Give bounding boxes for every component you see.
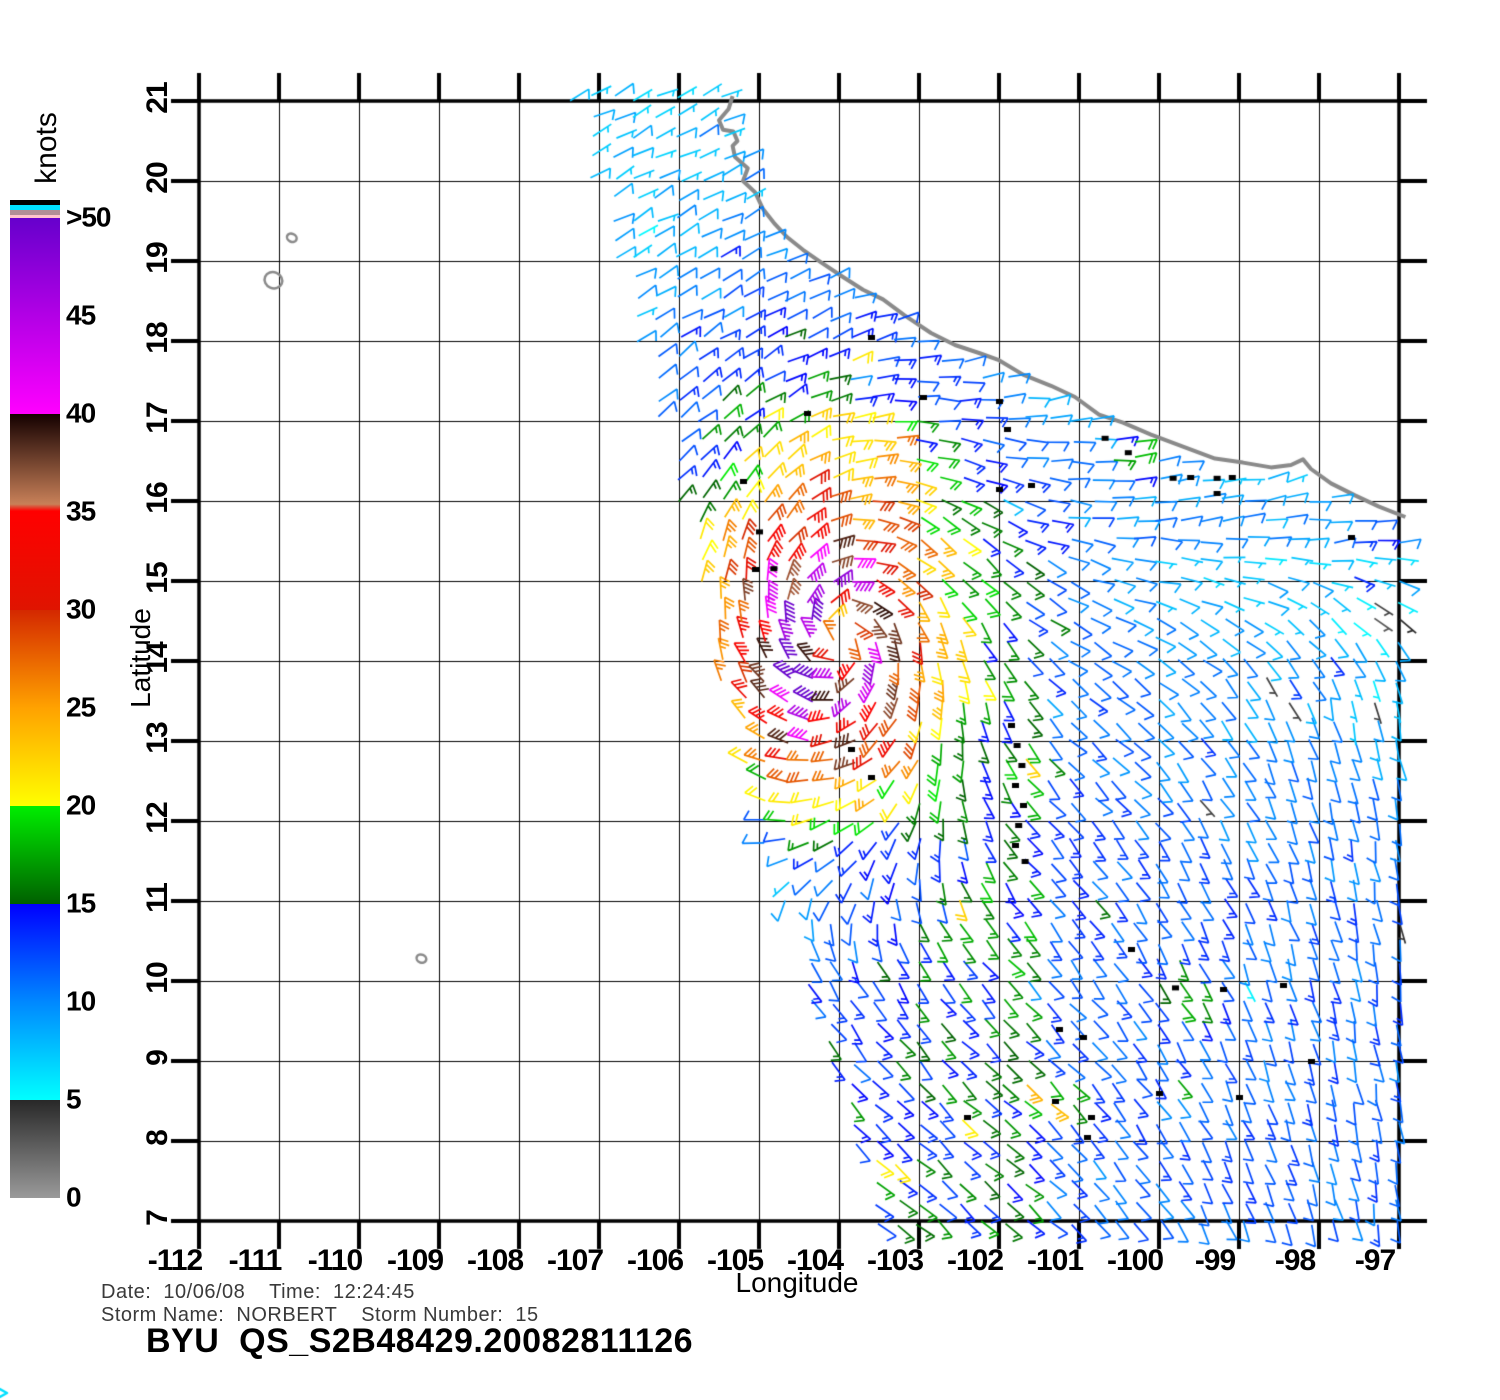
- date-time-line: Date: 10/06/08 Time: 12:24:45: [101, 1281, 415, 1303]
- x-axis-title: Longitude: [735, 1267, 859, 1298]
- x-tick-label: -100: [1106, 1244, 1164, 1277]
- y-tick-label: 9: [141, 1050, 174, 1066]
- storm-info-line: Storm Name: NORBERT Storm Number: 15: [101, 1304, 539, 1326]
- flag-cyan-strip: [10, 205, 60, 210]
- colorbar-tick-label: 25: [66, 691, 96, 723]
- colorbar-tick-label: 5: [66, 1083, 82, 1115]
- x-tick-label: -112: [147, 1244, 203, 1277]
- flag-pink-strip: [10, 215, 60, 219]
- colorbar-flag-strips: [10, 200, 60, 219]
- y-tick-label: 19: [141, 242, 174, 274]
- colorbar-tick-label: 10: [66, 985, 96, 1017]
- y-tick-label: 13: [141, 722, 174, 754]
- colorbar-tick-label: >50: [66, 201, 111, 233]
- y-axis-title: Latitude: [125, 608, 156, 708]
- flag-mauve-strip: [10, 210, 60, 215]
- x-tick-label: -101: [1026, 1244, 1084, 1277]
- y-tick-label: 15: [141, 562, 174, 594]
- x-tick-label: -107: [546, 1244, 604, 1277]
- y-tick-label: 12: [141, 802, 174, 834]
- x-tick-label: -111: [228, 1244, 283, 1277]
- y-tick-label: 11: [141, 883, 174, 913]
- colorbar-tick-label: 35: [66, 495, 96, 527]
- x-tick-label: -99: [1194, 1244, 1236, 1277]
- colorbar-tick-label: 40: [66, 397, 96, 429]
- colorbar-tick-label: 30: [66, 593, 96, 625]
- colorbar-tick-label: 0: [66, 1181, 82, 1213]
- y-tick-label: 17: [141, 402, 174, 434]
- colorbar-units-label: knots: [30, 112, 63, 184]
- y-tick-label: 18: [141, 322, 174, 354]
- y-tick-label: 21: [141, 82, 174, 114]
- x-tick-label: -110: [307, 1244, 363, 1277]
- x-tick-label: -108: [466, 1244, 524, 1277]
- colorbar-gradient: [10, 218, 60, 1198]
- x-tick-label: -109: [386, 1244, 444, 1277]
- colorbar-tick-label: 45: [66, 299, 96, 331]
- flag-black-strip: [10, 200, 60, 205]
- product-id-line: BYU QS_S2B48429.20082811126: [146, 1322, 694, 1360]
- colorbar-tick-label: 15: [66, 887, 96, 919]
- x-tick-label: -102: [946, 1244, 1004, 1277]
- x-tick-label: -105: [706, 1244, 764, 1277]
- y-tick-label: 20: [141, 162, 174, 194]
- y-tick-label: 16: [141, 482, 174, 514]
- y-tick-label: 7: [141, 1210, 174, 1226]
- x-tick-label: -98: [1274, 1244, 1316, 1277]
- x-tick-label: -106: [626, 1244, 684, 1277]
- colorbar-tick-label: 20: [66, 789, 96, 821]
- y-tick-label: 8: [141, 1130, 174, 1146]
- x-tick-label: -97: [1354, 1244, 1396, 1277]
- y-tick-label: 10: [141, 962, 174, 994]
- x-tick-label: -103: [866, 1244, 924, 1277]
- x-tick-label: -104: [786, 1244, 844, 1277]
